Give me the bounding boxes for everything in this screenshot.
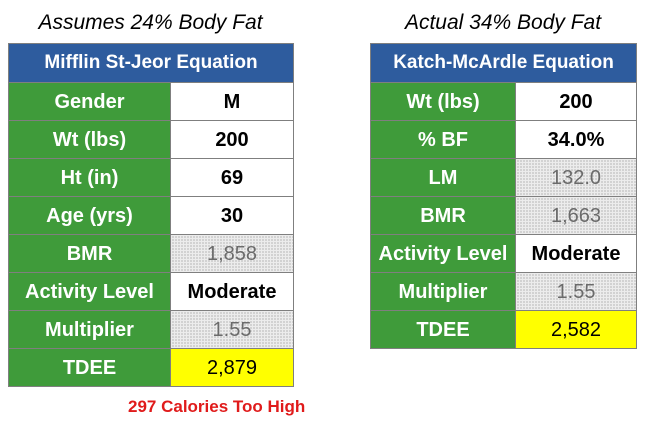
table-row: TDEE 2,582 bbox=[370, 310, 637, 349]
row-value[interactable]: 34.0% bbox=[515, 120, 637, 159]
row-label: TDEE bbox=[8, 348, 171, 387]
row-label: % BF bbox=[370, 120, 516, 159]
row-value: 1,858 bbox=[170, 234, 294, 273]
row-label: Activity Level bbox=[8, 272, 171, 311]
table-row: Multiplier 1.55 bbox=[8, 310, 294, 349]
tdee-result: 2,582 bbox=[515, 310, 637, 349]
row-value[interactable]: 69 bbox=[170, 158, 294, 197]
row-value: 1,663 bbox=[515, 196, 637, 235]
table-row: Gender M bbox=[8, 82, 294, 121]
row-value[interactable]: 200 bbox=[515, 82, 637, 121]
table-row: Activity Level Moderate bbox=[370, 234, 637, 273]
row-value[interactable]: 30 bbox=[170, 196, 294, 235]
row-label: BMR bbox=[8, 234, 171, 273]
row-label: BMR bbox=[370, 196, 516, 235]
row-value: 1.55 bbox=[515, 272, 637, 311]
table-row: Age (yrs) 30 bbox=[8, 196, 294, 235]
table-row: LM 132.0 bbox=[370, 158, 637, 197]
row-label: LM bbox=[370, 158, 516, 197]
mifflin-header: Mifflin St-Jeor Equation bbox=[8, 43, 294, 83]
table-row: Wt (lbs) 200 bbox=[8, 120, 294, 159]
table-row: TDEE 2,879 bbox=[8, 348, 294, 387]
row-label: Gender bbox=[8, 82, 171, 121]
table-row: Multiplier 1.55 bbox=[370, 272, 637, 311]
row-label: Multiplier bbox=[8, 310, 171, 349]
row-label: Ht (in) bbox=[8, 158, 171, 197]
table-row: Activity Level Moderate bbox=[8, 272, 294, 311]
row-value[interactable]: Moderate bbox=[515, 234, 637, 273]
row-label: Activity Level bbox=[370, 234, 516, 273]
tdee-result: 2,879 bbox=[170, 348, 294, 387]
row-value: 132.0 bbox=[515, 158, 637, 197]
left-caption: Assumes 24% Body Fat bbox=[38, 11, 263, 34]
katch-table: Katch-McArdle Equation Wt (lbs) 200 % BF… bbox=[370, 43, 637, 349]
table-row: Ht (in) 69 bbox=[8, 158, 294, 197]
mifflin-table: Mifflin St-Jeor Equation Gender M Wt (lb… bbox=[8, 43, 294, 387]
row-value[interactable]: M bbox=[170, 82, 294, 121]
difference-note: 297 Calories Too High bbox=[128, 397, 306, 416]
table-row: BMR 1,663 bbox=[370, 196, 637, 235]
row-value: 1.55 bbox=[170, 310, 294, 349]
row-label: TDEE bbox=[370, 310, 516, 349]
katch-header: Katch-McArdle Equation bbox=[370, 43, 637, 83]
row-label: Wt (lbs) bbox=[370, 82, 516, 121]
row-value[interactable]: Moderate bbox=[170, 272, 294, 311]
table-row: BMR 1,858 bbox=[8, 234, 294, 273]
row-value[interactable]: 200 bbox=[170, 120, 294, 159]
table-row: Wt (lbs) 200 bbox=[370, 82, 637, 121]
row-label: Wt (lbs) bbox=[8, 120, 171, 159]
table-row: % BF 34.0% bbox=[370, 120, 637, 159]
row-label: Age (yrs) bbox=[8, 196, 171, 235]
right-caption: Actual 34% Body Fat bbox=[404, 11, 602, 34]
row-label: Multiplier bbox=[370, 272, 516, 311]
